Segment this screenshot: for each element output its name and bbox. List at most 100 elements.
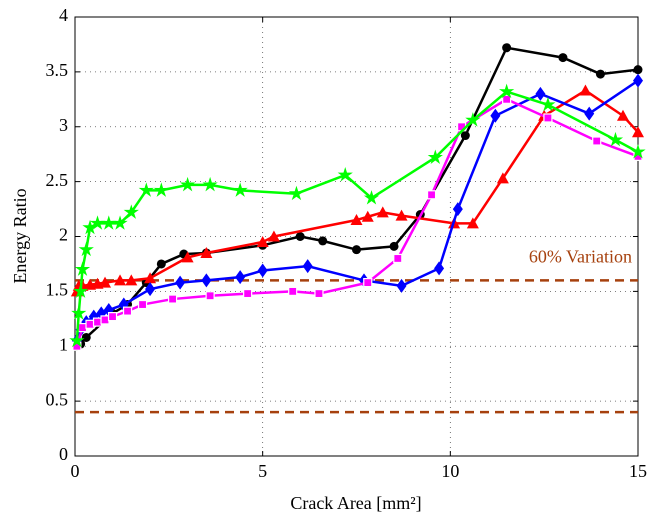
marker (99, 276, 112, 288)
marker (200, 246, 213, 258)
marker (235, 270, 246, 285)
x-tick-label: 15 (629, 461, 647, 481)
marker (202, 176, 218, 192)
marker (179, 176, 196, 192)
marker (502, 43, 512, 53)
marker (426, 190, 437, 200)
marker (592, 136, 602, 146)
marker (114, 274, 127, 286)
y-tick-label: 0 (59, 444, 68, 464)
marker (123, 204, 139, 219)
marker (543, 113, 553, 123)
y-tick-label: 3 (59, 115, 68, 135)
marker (125, 274, 138, 286)
marker (302, 259, 313, 274)
marker (558, 53, 568, 63)
marker (376, 206, 389, 218)
marker (69, 332, 85, 348)
marker (101, 215, 117, 230)
marker (257, 263, 268, 278)
marker (314, 288, 324, 299)
marker (584, 106, 595, 121)
marker (295, 232, 305, 241)
y-tick-label: 0.5 (46, 389, 69, 409)
marker (137, 299, 148, 310)
marker (389, 241, 399, 251)
marker (138, 182, 154, 197)
marker (112, 215, 128, 230)
marker (205, 291, 215, 301)
y-tick-label: 1 (59, 334, 68, 354)
x-tick-label: 0 (71, 461, 80, 481)
x-tick-label: 5 (258, 461, 267, 481)
marker (595, 69, 605, 79)
marker (499, 83, 515, 99)
marker (232, 182, 248, 197)
marker (318, 236, 328, 246)
marker (175, 275, 186, 290)
marker (496, 172, 509, 184)
marker (502, 94, 512, 104)
marker (71, 305, 87, 320)
y-axis-title: Energy Ratio (10, 188, 30, 283)
marker (100, 315, 110, 325)
marker (395, 209, 408, 221)
marker (78, 241, 94, 257)
marker (256, 235, 269, 247)
marker (82, 219, 98, 235)
marker (144, 272, 157, 284)
marker (89, 215, 106, 230)
marker (74, 261, 91, 276)
marker (490, 108, 501, 123)
marker (77, 322, 88, 333)
marker (633, 65, 643, 75)
marker (73, 283, 89, 298)
marker (616, 109, 629, 121)
marker (145, 282, 156, 297)
marker (434, 261, 445, 276)
marker (201, 273, 212, 288)
marker (153, 182, 169, 197)
marker (267, 230, 280, 242)
marker (633, 73, 643, 88)
marker (396, 278, 407, 293)
marker (607, 131, 624, 147)
marker (393, 253, 403, 264)
y-tick-label: 4 (59, 5, 68, 25)
marker (243, 288, 253, 299)
marker (630, 143, 646, 159)
marker (167, 294, 178, 304)
marker (181, 251, 194, 263)
marker (460, 131, 470, 141)
marker (350, 214, 363, 226)
x-axis-title: Crack Area [mm²] (290, 493, 421, 513)
plot-frame (74, 16, 639, 457)
marker (535, 86, 546, 101)
y-tick-label: 1.5 (46, 280, 69, 300)
marker (288, 286, 298, 296)
marker (632, 126, 644, 138)
marker (122, 306, 133, 316)
y-tick-label: 2 (59, 225, 68, 245)
marker (337, 167, 353, 182)
marker (579, 84, 592, 96)
marker (288, 185, 305, 201)
marker (85, 319, 95, 329)
marker (452, 202, 463, 217)
marker (363, 277, 373, 288)
marker (107, 312, 118, 322)
marker (363, 190, 380, 205)
marker (156, 259, 166, 269)
marker (81, 332, 91, 342)
marker (92, 317, 103, 327)
y-tick-label: 2.5 (46, 170, 69, 190)
marker (361, 210, 374, 222)
marker (427, 149, 443, 164)
marker (540, 96, 556, 112)
marker (465, 112, 481, 127)
annotation: 60% Variation (529, 247, 632, 267)
x-tick-label: 10 (441, 461, 459, 481)
marker (466, 217, 479, 229)
y-tick-label: 3.5 (46, 60, 69, 80)
